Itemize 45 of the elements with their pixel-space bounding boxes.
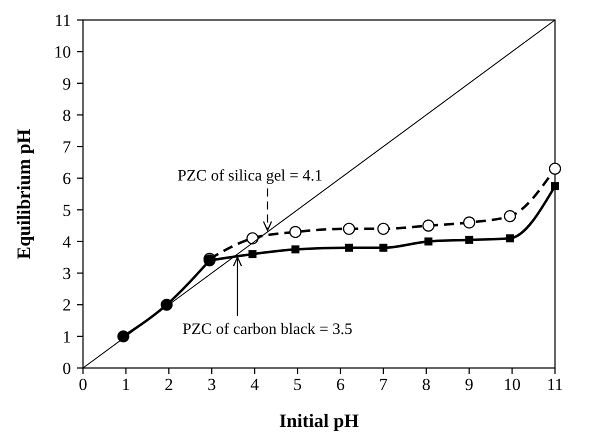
y-tick-label: 6 (62, 169, 71, 188)
point (246, 232, 259, 244)
point (551, 182, 559, 190)
x-tick-label: 9 (464, 375, 474, 394)
y-tick-label: 7 (62, 138, 72, 157)
point (248, 250, 256, 258)
point (506, 234, 514, 242)
point (342, 222, 356, 235)
x-tick-label: 1 (122, 375, 130, 394)
point (291, 245, 300, 254)
x-tick-label: 5 (293, 375, 302, 394)
y-tick-label: 10 (54, 42, 71, 62)
y-tick-label: 9 (62, 74, 71, 94)
x-tick-label: 11 (546, 375, 564, 394)
x-tick-label: 3 (207, 375, 216, 394)
y-tick-label: 0 (62, 359, 71, 378)
y-tick-label: 5 (62, 200, 71, 220)
point (424, 237, 432, 246)
annotation: PZC of carbon black = 3.5 (182, 321, 352, 338)
point (379, 244, 388, 252)
annotation: PZC of silica gel = 4.1 (178, 168, 323, 185)
point (117, 330, 130, 342)
y-tick-label: 3 (62, 264, 71, 284)
point (463, 216, 476, 229)
x-tick-label: 8 (422, 375, 431, 394)
y-tick-label: 11 (54, 11, 71, 30)
x-tick-label: 4 (250, 375, 260, 394)
y-tick-label: 8 (62, 106, 71, 125)
x-tick-label: 6 (336, 375, 345, 394)
point (504, 210, 516, 222)
point (345, 244, 354, 252)
y-tick-label: 2 (62, 296, 71, 315)
y-tick-label: 4 (62, 232, 72, 252)
point (377, 222, 390, 235)
x-tick-label: 0 (78, 375, 88, 394)
y-tick-label: 1 (62, 327, 71, 346)
x-tick-label: 2 (164, 375, 174, 394)
point (548, 162, 562, 175)
point (465, 236, 474, 244)
y-axis-title: Equilibrium pH (14, 128, 35, 260)
x-axis-title: Initial pH (279, 411, 360, 432)
point (422, 220, 435, 232)
point (289, 226, 302, 238)
x-tick-label: 7 (379, 375, 388, 394)
x-tick-label: 10 (504, 375, 521, 394)
